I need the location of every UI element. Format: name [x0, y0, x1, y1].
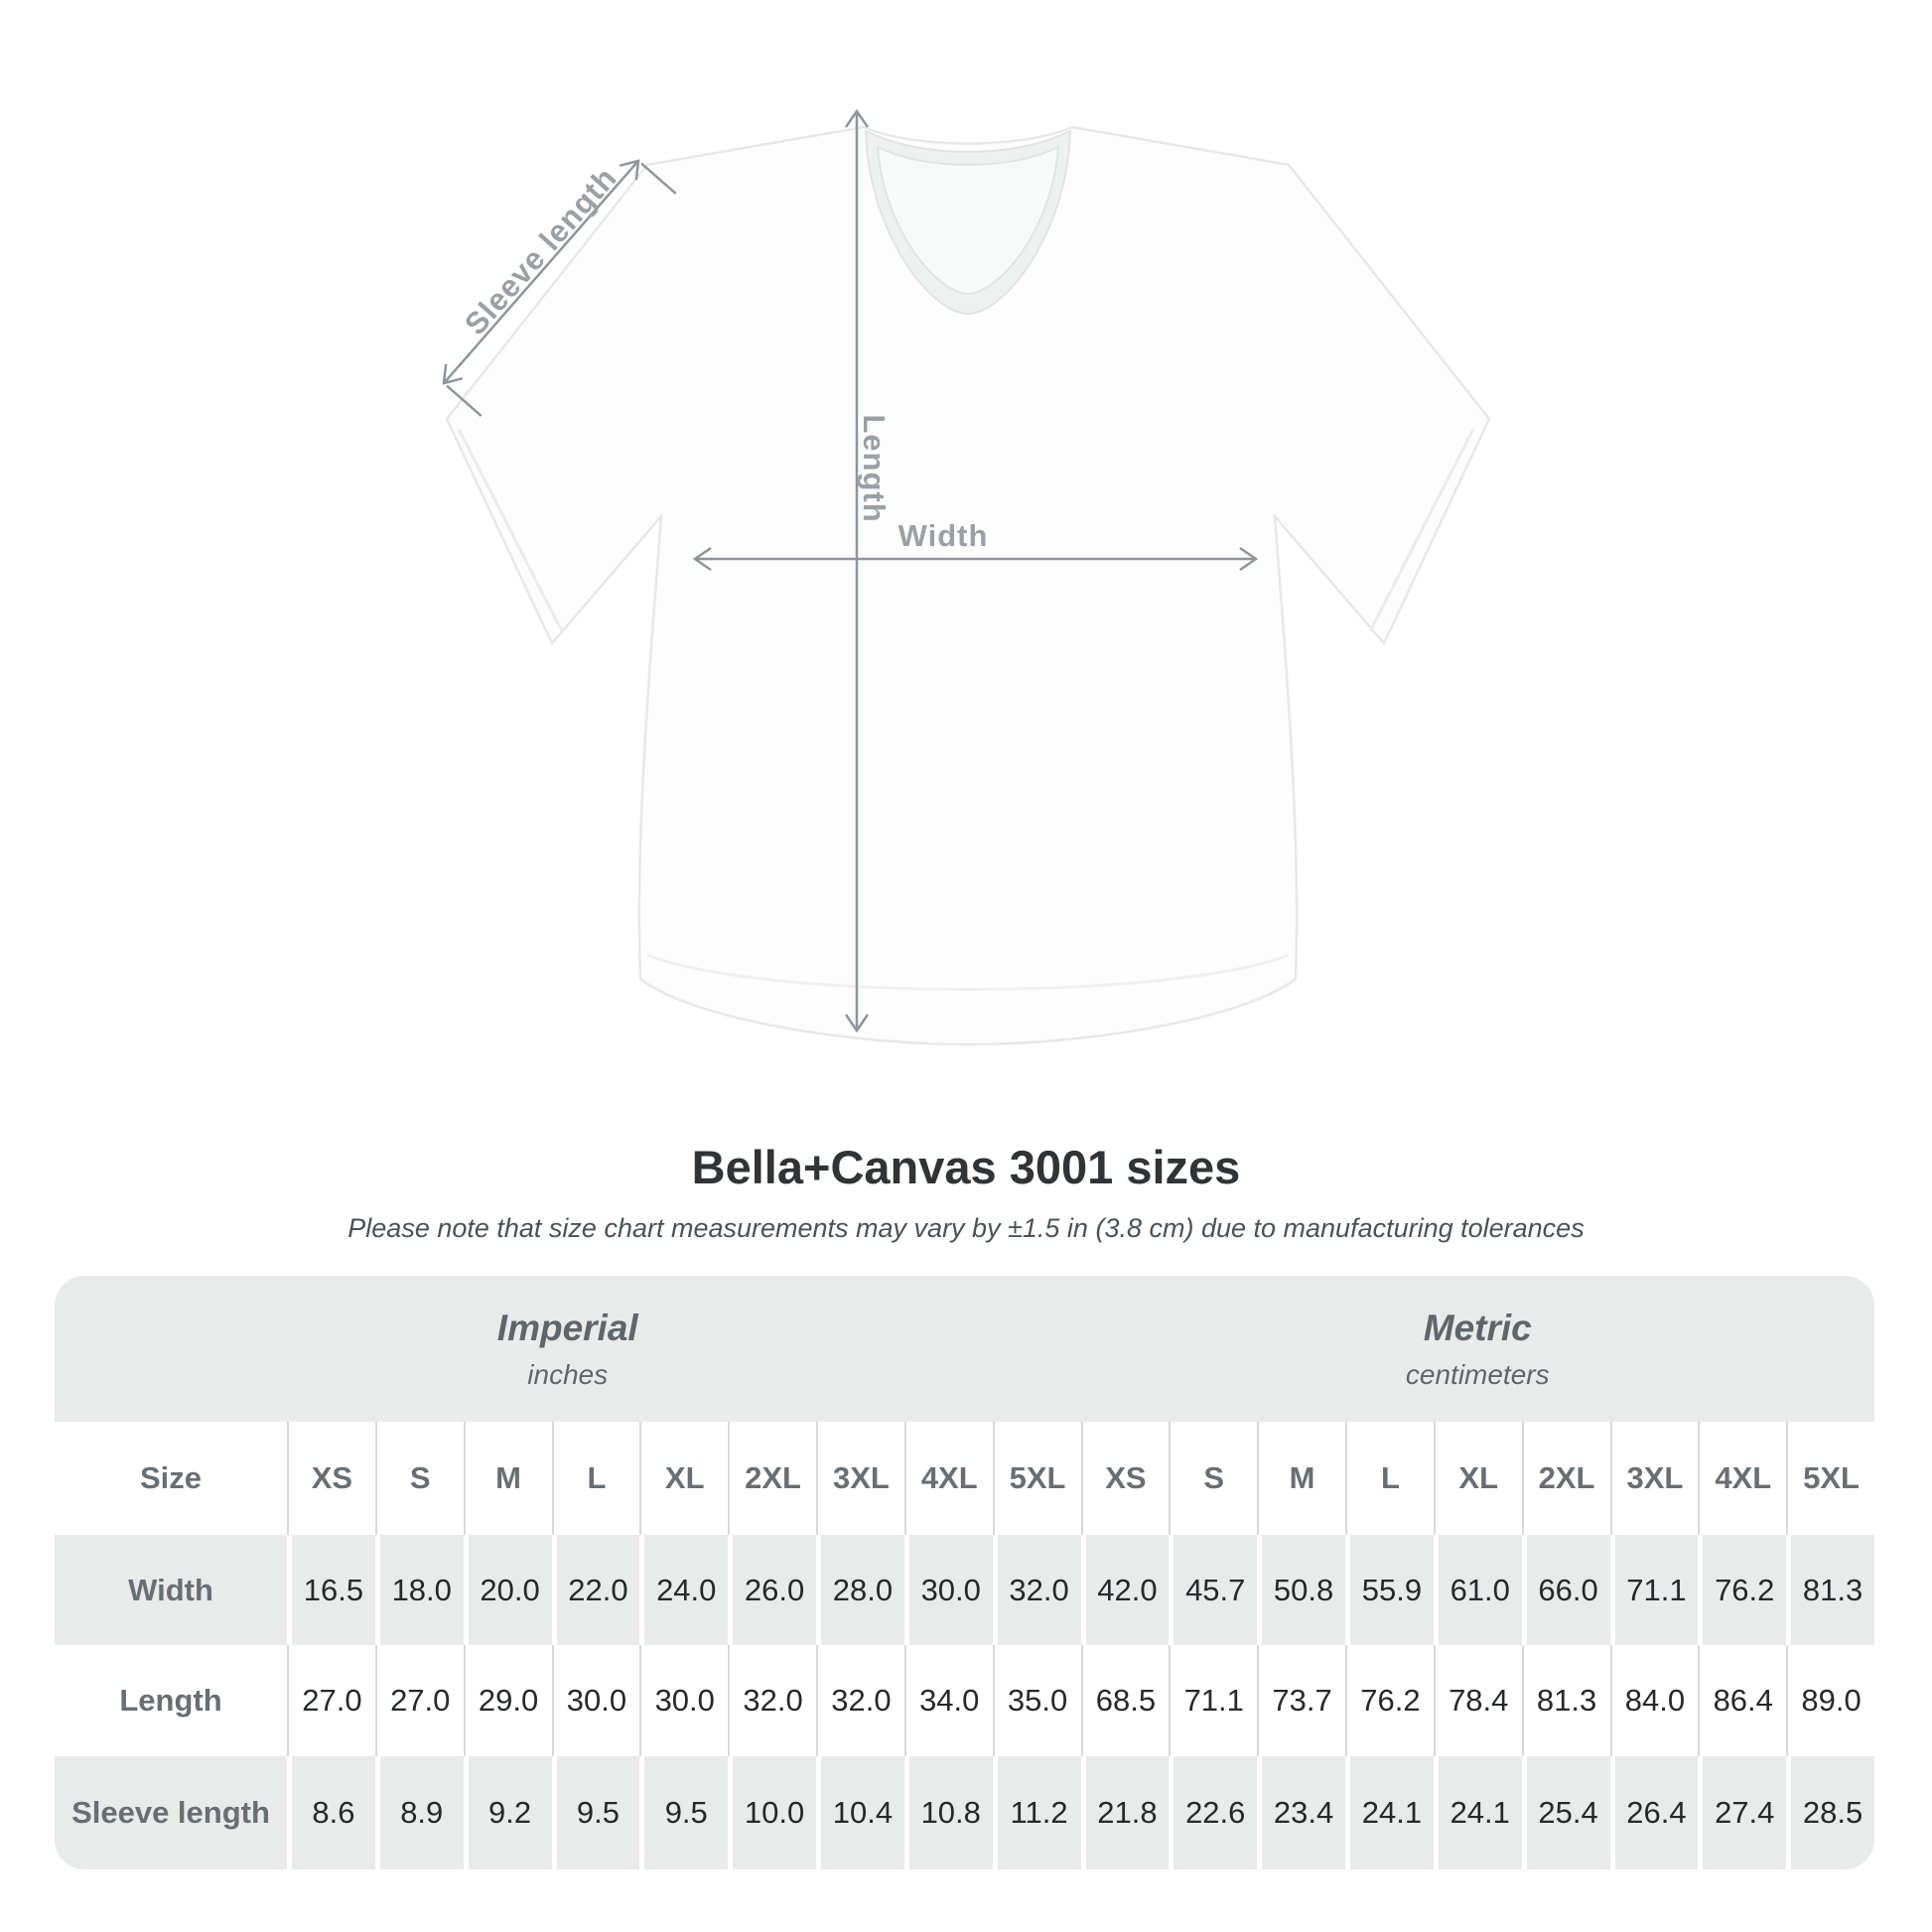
table-cell: 86.4: [1698, 1645, 1787, 1756]
size-column-header: Size: [139, 1460, 203, 1495]
table-cell: 27.4: [1698, 1756, 1787, 1869]
table-cell: 84.0: [1609, 1645, 1699, 1756]
sleeve-length-arrow: [442, 159, 677, 417]
table-cell: 28.5: [1786, 1756, 1874, 1869]
table-cell: 55.9: [1345, 1535, 1434, 1645]
table-cell: 34.0: [903, 1645, 993, 1756]
table-cell: 71.1: [1169, 1645, 1258, 1756]
size-col-header: XL: [639, 1422, 728, 1535]
size-col-header: 2XL: [728, 1422, 816, 1535]
size-col-header: 3XL: [816, 1422, 904, 1535]
table-cell: 10.8: [903, 1756, 993, 1869]
table-cell: 71.1: [1609, 1535, 1699, 1645]
table-cell: 66.0: [1521, 1535, 1610, 1645]
table-cell: 9.5: [639, 1756, 729, 1869]
table-row-sleeve-length: Sleeve length 8.6 8.9 9.2 9.5 9.5 10.0 1…: [55, 1756, 1874, 1869]
size-col-header: L: [551, 1422, 640, 1535]
size-col-header: 5XL: [1786, 1422, 1874, 1535]
table-cell: 42.0: [1080, 1535, 1170, 1645]
size-col-header: 4XL: [1698, 1422, 1786, 1535]
table-cell: 21.8: [1080, 1756, 1170, 1869]
table-cell: 25.4: [1521, 1756, 1610, 1869]
imperial-title: Imperial: [496, 1307, 638, 1348]
table-cell: 27.0: [287, 1645, 375, 1756]
table-cell: 61.0: [1433, 1535, 1522, 1645]
size-col-header: 3XL: [1609, 1422, 1699, 1535]
table-cell: 32.0: [728, 1645, 816, 1756]
row-label: Sleeve length: [55, 1756, 287, 1869]
table-row-length: Length 27.0 27.0 29.0 30.0 30.0 32.0 32.…: [55, 1645, 1874, 1756]
table-cell: 10.0: [728, 1756, 816, 1869]
length-arrow: [844, 108, 870, 1034]
table-cell: 9.2: [463, 1756, 552, 1869]
tshirt-illustration: [442, 108, 1491, 1046]
row-label: Width: [55, 1535, 287, 1645]
size-col-header: M: [463, 1422, 552, 1535]
width-label: Width: [897, 518, 989, 553]
table-cell: 35.0: [992, 1645, 1081, 1756]
table-cell: 10.4: [816, 1756, 904, 1869]
table-row-width: Width 16.5 18.0 20.0 22.0 24.0 26.0 28.0…: [55, 1535, 1874, 1645]
table-cell: 23.4: [1257, 1756, 1345, 1869]
metric-title: Metric: [1423, 1307, 1532, 1348]
metric-unit: centimeters: [1405, 1358, 1550, 1390]
table-cell: 89.0: [1786, 1645, 1874, 1756]
table-cell: 27.0: [374, 1645, 464, 1756]
size-col-header: 2XL: [1521, 1422, 1610, 1535]
page-subtitle: Please note that size chart measurements…: [347, 1213, 1585, 1243]
table-cell: 81.3: [1786, 1535, 1874, 1645]
table-cell: 22.0: [551, 1535, 640, 1645]
table-cell: 18.0: [374, 1535, 464, 1645]
table-cell: 50.8: [1257, 1535, 1345, 1645]
metric-header: Metric centimeters: [1081, 1276, 1875, 1422]
table-cell: 24.0: [639, 1535, 729, 1645]
size-col-header: L: [1345, 1422, 1434, 1535]
table-cell: 30.0: [551, 1645, 640, 1756]
table-cell: 78.4: [1433, 1645, 1522, 1756]
imperial-header: Imperial inches: [55, 1276, 1081, 1422]
imperial-unit: inches: [527, 1358, 609, 1390]
table-cell: 30.0: [639, 1645, 729, 1756]
table-cell: 8.9: [374, 1756, 464, 1869]
size-col-header: 5XL: [992, 1422, 1081, 1535]
table-cell: 76.2: [1698, 1535, 1787, 1645]
table-cell: 30.0: [903, 1535, 993, 1645]
unit-header-row: Imperial inches Metric centimeters: [55, 1276, 1874, 1422]
table-cell: 29.0: [463, 1645, 552, 1756]
table-cell: 9.5: [551, 1756, 640, 1869]
table-cell: 24.1: [1433, 1756, 1522, 1869]
size-col-header: XS: [1080, 1422, 1170, 1535]
size-col-header: 4XL: [903, 1422, 993, 1535]
row-label: Length: [55, 1645, 287, 1756]
size-col-header: S: [1169, 1422, 1257, 1535]
table-cell: 28.0: [816, 1535, 904, 1645]
table-cell: 76.2: [1345, 1645, 1434, 1756]
table-cell: 24.1: [1345, 1756, 1434, 1869]
table-cell: 22.6: [1169, 1756, 1258, 1869]
table-cell: 20.0: [463, 1535, 552, 1645]
size-table: Imperial inches Metric centimeters Size …: [55, 1276, 1874, 1869]
table-cell: 45.7: [1169, 1535, 1258, 1645]
table-cell: 26.4: [1609, 1756, 1699, 1869]
page-title: Bella+Canvas 3001 sizes: [691, 1141, 1241, 1193]
size-col-header: XL: [1433, 1422, 1522, 1535]
table-cell: 11.2: [992, 1756, 1081, 1869]
size-col-header: M: [1257, 1422, 1345, 1535]
table-cell: 32.0: [992, 1535, 1081, 1645]
size-col-header: XS: [287, 1422, 375, 1535]
width-arrow: [692, 546, 1259, 572]
size-col-header: S: [374, 1422, 464, 1535]
table-cell: 16.5: [287, 1535, 375, 1645]
tshirt-body: [445, 125, 1491, 1046]
table-cell: 8.6: [287, 1756, 375, 1869]
table-cell: 81.3: [1521, 1645, 1610, 1756]
table-cell: 26.0: [728, 1535, 816, 1645]
size-header-row: Size XS S M L XL 2XL 3XL 4XL 5XL XS S M …: [55, 1422, 1874, 1535]
table-cell: 73.7: [1257, 1645, 1345, 1756]
table-cell: 32.0: [816, 1645, 904, 1756]
table-cell: 68.5: [1080, 1645, 1170, 1756]
